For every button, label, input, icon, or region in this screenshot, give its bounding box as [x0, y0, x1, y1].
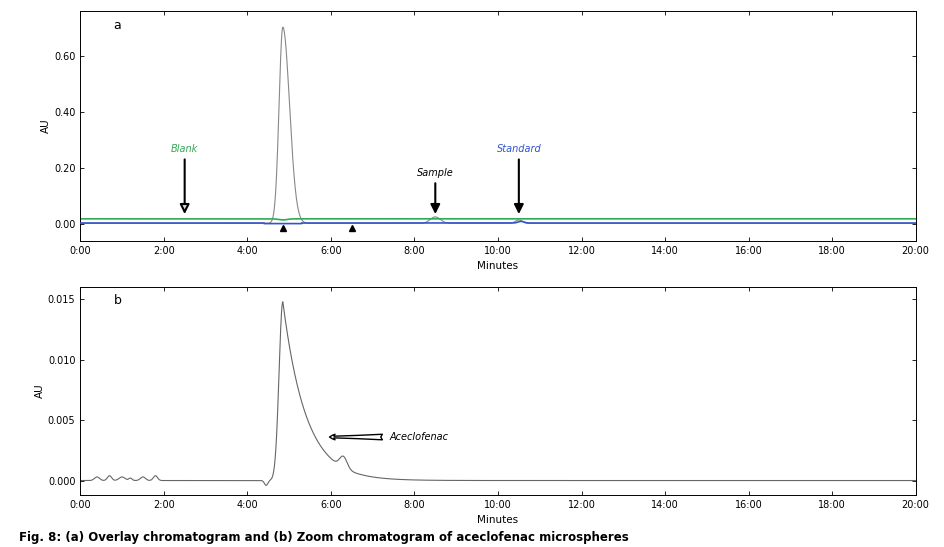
Text: Blank: Blank — [171, 144, 198, 154]
X-axis label: Minutes: Minutes — [478, 515, 518, 526]
Text: b: b — [113, 294, 122, 307]
Text: Standard: Standard — [497, 144, 541, 154]
Text: a: a — [113, 19, 122, 32]
Text: Fig. 8: (a) Overlay chromatogram and (b) Zoom chromatogram of aceclofenac micros: Fig. 8: (a) Overlay chromatogram and (b)… — [19, 531, 629, 544]
X-axis label: Minutes: Minutes — [478, 261, 518, 271]
Y-axis label: AU: AU — [35, 384, 45, 398]
Text: Sample: Sample — [417, 167, 454, 178]
Text: Aceclofenac: Aceclofenac — [389, 432, 448, 442]
Y-axis label: AU: AU — [42, 119, 51, 133]
